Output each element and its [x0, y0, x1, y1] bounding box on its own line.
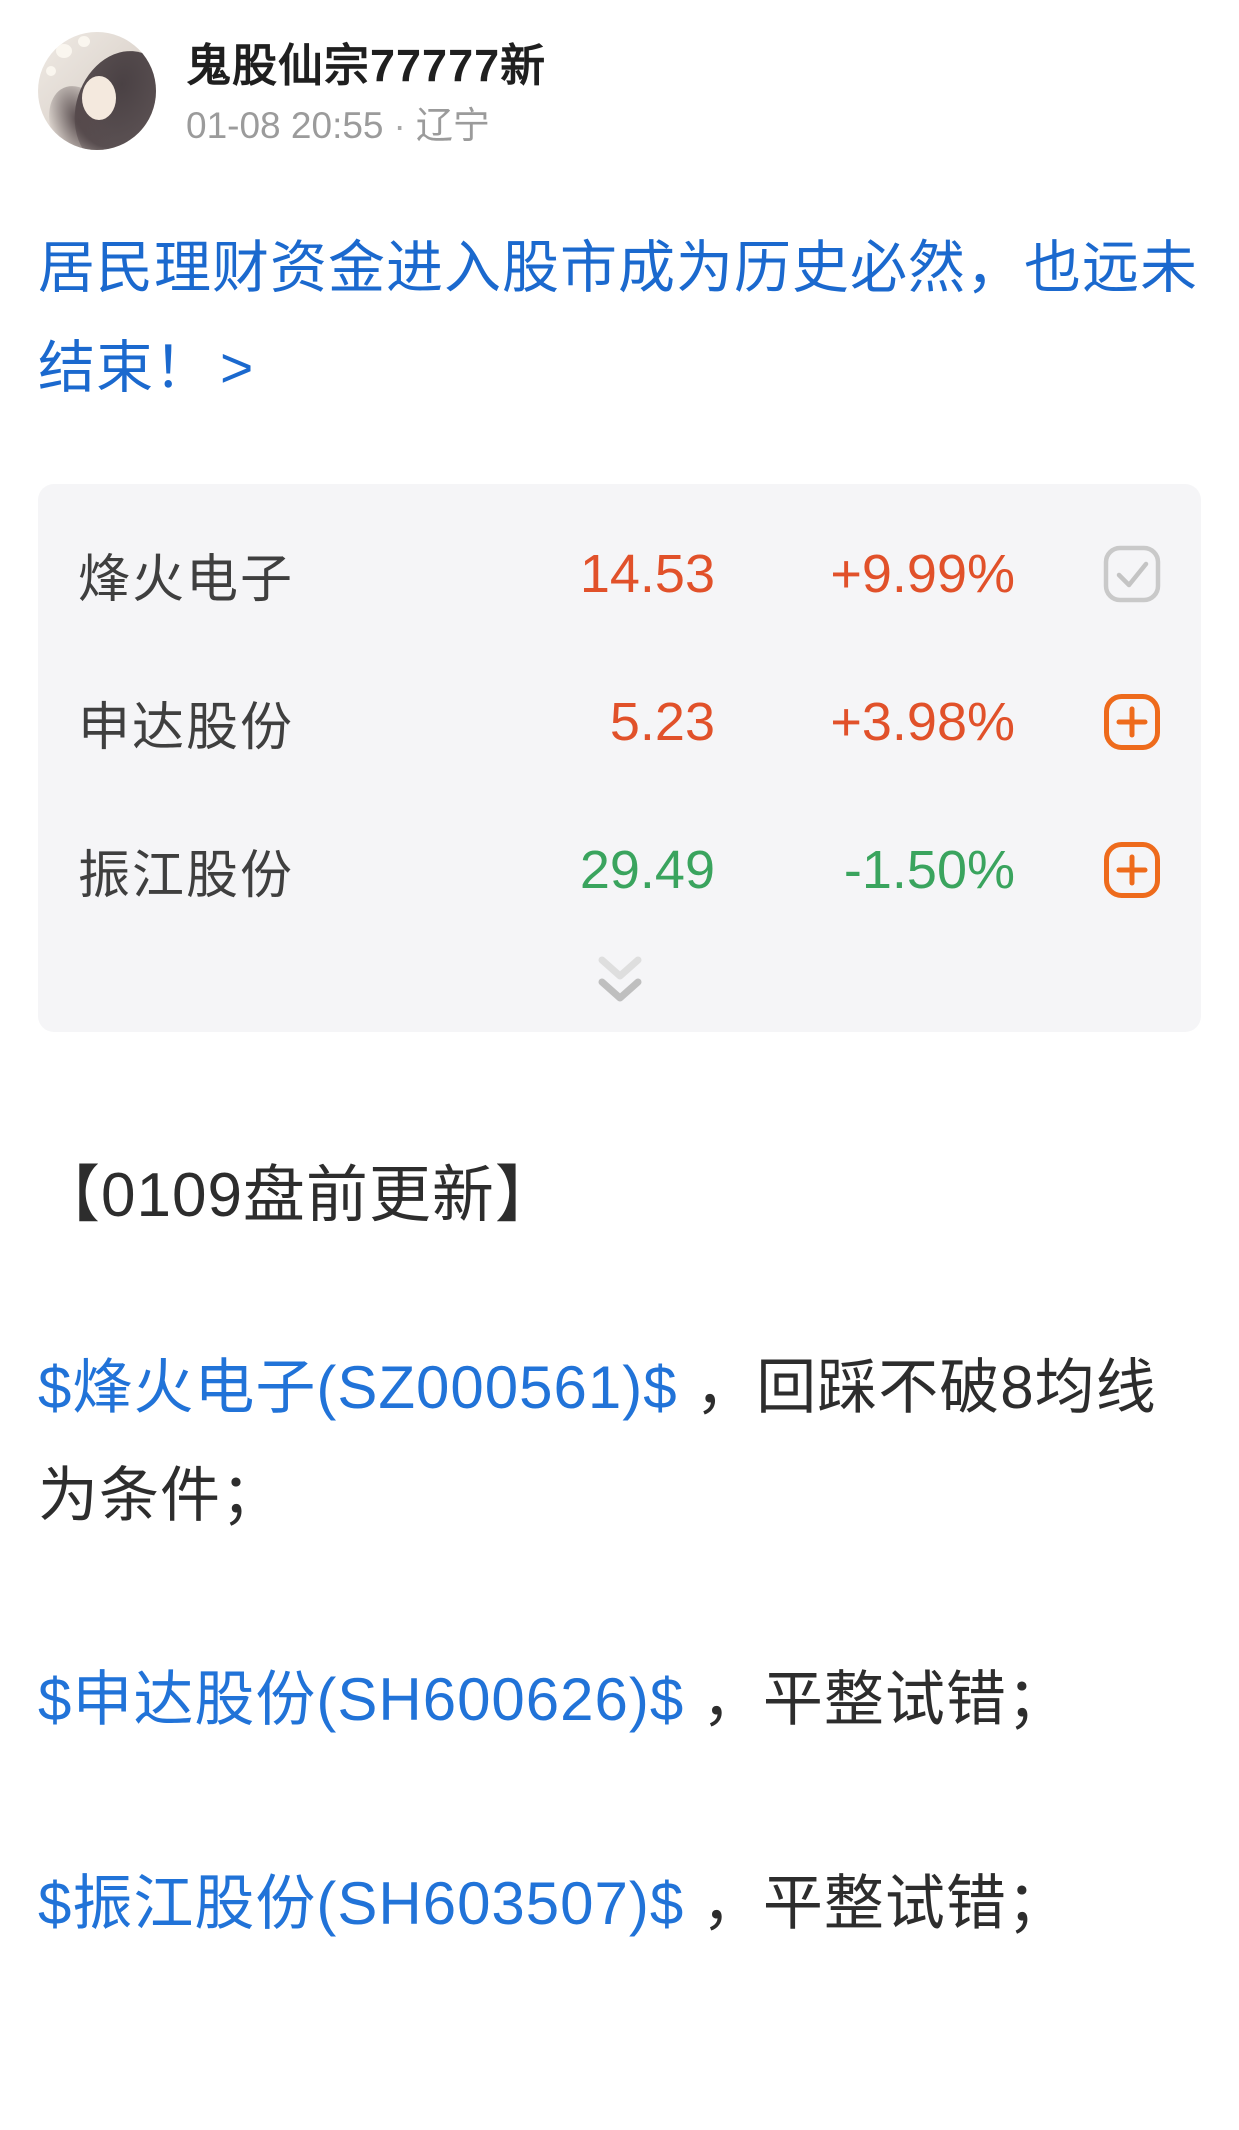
stock-row-zhenjiang[interactable]: 振江股份 29.49 -1.50%	[78, 796, 1161, 944]
stock-name: 申达股份	[78, 698, 295, 757]
stock-price: 5.23	[609, 692, 715, 752]
stock-card: 烽火电子 14.53 +9.99% 申达股份 5.23 +3.98%	[38, 484, 1201, 1032]
header-texts: 鬼股仙宗77777新 01-08 20:55 · 辽宁	[186, 32, 546, 148]
stock-change: +9.99%	[830, 544, 1015, 604]
avatar-art	[82, 76, 116, 120]
avatar-art	[56, 44, 72, 58]
expand-card-button[interactable]	[78, 944, 1161, 1022]
meta-separator: ·	[393, 105, 406, 146]
post-title-link[interactable]: 居民理财资金进入股市成为历史必然，也远未结束！ >	[38, 218, 1201, 418]
post-header: 鬼股仙宗77777新 01-08 20:55 · 辽宁	[38, 32, 1201, 150]
timestamp: 01-08 20:55	[186, 105, 384, 146]
chevron-double-down-icon	[598, 956, 641, 1002]
paragraph-text: ，回踩不破8均线为条件；	[38, 1354, 1157, 1529]
post-paragraph: $烽火电子(SZ000561)$ ，回踩不破8均线为条件；	[38, 1334, 1201, 1550]
username[interactable]: 鬼股仙宗77777新	[186, 40, 547, 91]
stock-price: 29.49	[579, 840, 715, 900]
post-paragraph: $申达股份(SH600626)$ ，平整试错；	[38, 1646, 1201, 1754]
paragraph-text: ，平整试错；	[684, 1666, 1068, 1733]
post-paragraph: $振江股份(SH603507)$ ，平整试错；	[38, 1850, 1201, 1958]
post: 鬼股仙宗77777新 01-08 20:55 · 辽宁 居民理财资金进入股市成为历史…	[38, 32, 1201, 1958]
stock-cashtag-link-shenda[interactable]: $申达股份(SH600626)$	[38, 1666, 685, 1733]
post-title-text[interactable]: 居民理财资金进入股市成为历史必然，也远未结束！	[38, 236, 1198, 400]
location: 辽宁	[415, 105, 490, 146]
watchlist-added-checkbox-icon[interactable]	[1103, 545, 1161, 603]
stock-change: +3.98%	[830, 692, 1015, 752]
stock-name: 振江股份	[78, 846, 295, 905]
avatar[interactable]	[38, 32, 156, 150]
title-arrow-icon[interactable]: >	[220, 336, 255, 400]
stock-cashtag-link-zhenjiang[interactable]: $振江股份(SH603507)$	[38, 1870, 685, 1937]
add-to-watchlist-button[interactable]	[1103, 693, 1161, 751]
avatar-art	[46, 66, 56, 76]
stock-price: 14.53	[579, 544, 715, 604]
stock-name: 烽火电子	[78, 550, 295, 609]
stock-row-shenda[interactable]: 申达股份 5.23 +3.98%	[78, 648, 1161, 796]
paragraph-text: ，平整试错；	[684, 1870, 1068, 1937]
post-meta: 01-08 20:55 · 辽宁	[186, 104, 546, 148]
stock-change: -1.50%	[843, 840, 1015, 900]
add-to-watchlist-button[interactable]	[1103, 841, 1161, 899]
post-body-heading: 【0109盘前更新】	[38, 1161, 558, 1230]
stock-cashtag-link-fenghuo[interactable]: $烽火电子(SZ000561)$	[38, 1354, 678, 1421]
stock-row-fenghuo[interactable]: 烽火电子 14.53 +9.99%	[78, 500, 1161, 648]
avatar-art	[78, 36, 90, 47]
